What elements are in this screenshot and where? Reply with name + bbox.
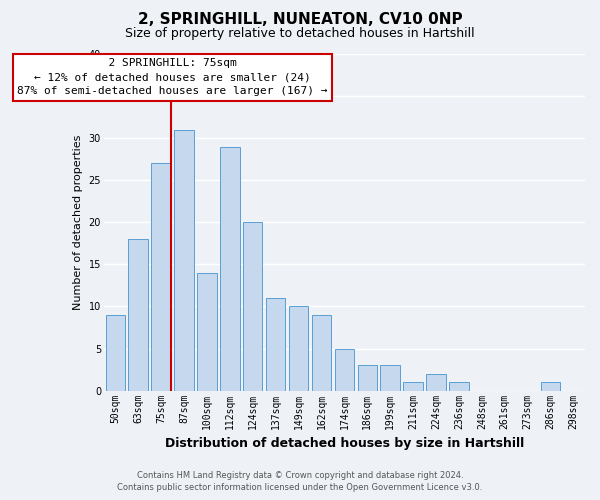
- Bar: [380, 366, 400, 390]
- Bar: [335, 348, 354, 391]
- Bar: [174, 130, 194, 390]
- Bar: [541, 382, 560, 390]
- Bar: [106, 315, 125, 390]
- Bar: [358, 366, 377, 390]
- X-axis label: Distribution of detached houses by size in Hartshill: Distribution of detached houses by size …: [165, 437, 524, 450]
- Bar: [289, 306, 308, 390]
- Text: Contains HM Land Registry data © Crown copyright and database right 2024.
Contai: Contains HM Land Registry data © Crown c…: [118, 471, 482, 492]
- Bar: [151, 164, 171, 390]
- Bar: [220, 146, 239, 390]
- Y-axis label: Number of detached properties: Number of detached properties: [73, 134, 83, 310]
- Bar: [427, 374, 446, 390]
- Text: 2, SPRINGHILL, NUNEATON, CV10 0NP: 2, SPRINGHILL, NUNEATON, CV10 0NP: [137, 12, 463, 28]
- Bar: [266, 298, 286, 390]
- Bar: [243, 222, 262, 390]
- Text: Size of property relative to detached houses in Hartshill: Size of property relative to detached ho…: [125, 28, 475, 40]
- Bar: [403, 382, 423, 390]
- Bar: [128, 239, 148, 390]
- Bar: [312, 315, 331, 390]
- Text: 2 SPRINGHILL: 75sqm  
← 12% of detached houses are smaller (24)
87% of semi-deta: 2 SPRINGHILL: 75sqm ← 12% of detached ho…: [17, 58, 328, 96]
- Bar: [197, 273, 217, 390]
- Bar: [449, 382, 469, 390]
